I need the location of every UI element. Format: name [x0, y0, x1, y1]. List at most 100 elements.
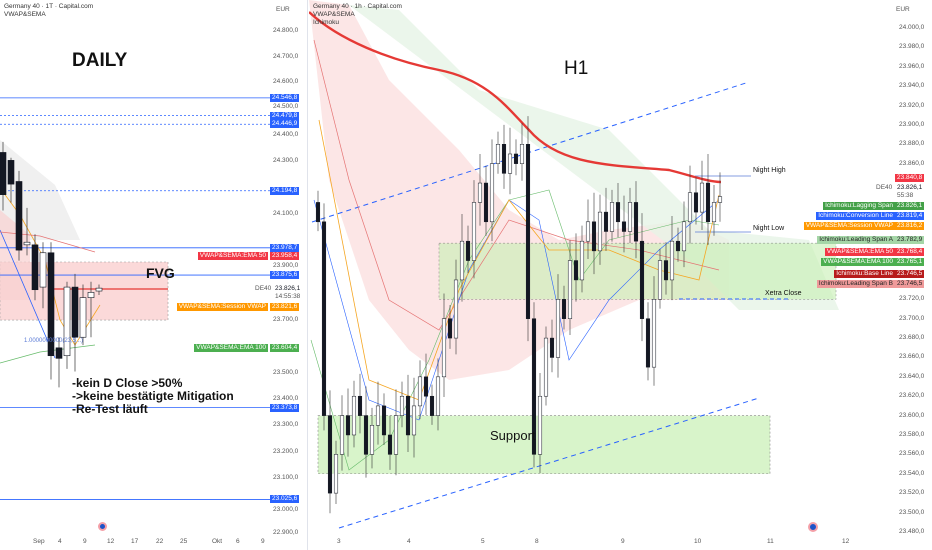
price-level-label[interactable]: 24.194,8 — [270, 186, 300, 195]
y-tick-label: 24.300,0 — [273, 157, 299, 164]
price-level-label[interactable]: 24.446,9 — [270, 120, 300, 129]
indicator-value: 23.821,6 — [270, 303, 300, 311]
x-tick-label: 10 — [694, 538, 702, 545]
candle-body — [0, 152, 7, 195]
ema50-line — [0, 231, 96, 253]
indicator-value: 23.765,1 — [895, 258, 925, 266]
y-tick-label: 23.900,0 — [273, 262, 299, 269]
indicator-label: Ichimoku:Conversion Line — [816, 212, 895, 220]
y-tick-label: 23.500,0 — [899, 508, 925, 516]
y-tick-label: 23.620,0 — [899, 392, 925, 400]
price-level-label[interactable]: 23.025,6 — [270, 495, 300, 504]
candle-body — [423, 376, 429, 397]
candle-body — [399, 395, 405, 416]
price-level-label[interactable]: 23.875,6 — [270, 271, 300, 280]
notes: -kein D Close >50% ->keine bestätigte Mi… — [72, 377, 234, 416]
h1-chart-canvas[interactable] — [309, 0, 932, 550]
candle-body — [369, 425, 375, 455]
candle-body — [567, 260, 573, 319]
candle-body — [345, 415, 351, 436]
daily-label: DAILY — [72, 50, 128, 71]
channel-lower-line — [338, 397, 760, 529]
note-line: -kein D Close >50% — [72, 376, 183, 390]
candle-body — [333, 454, 339, 494]
indicator-label: Ichimoku:Leading Span A — [817, 236, 895, 244]
x-tick-label: 17 — [131, 538, 139, 545]
candle-body — [651, 299, 657, 368]
currency-label: EUR — [276, 6, 290, 13]
y-tick-label: 23.500,0 — [273, 369, 299, 376]
y-tick-label: 23.920,0 — [899, 101, 925, 109]
price-level-label[interactable]: 24.546,8 — [270, 93, 300, 102]
indicator-label: VWAP&SEMA:EMA 50 — [824, 248, 895, 256]
candle-body — [531, 318, 537, 455]
y-tick-label: 23.680,0 — [899, 334, 925, 342]
y-tick-label: 23.980,0 — [899, 43, 925, 51]
y-tick-label: 23.000,0 — [273, 506, 299, 513]
daily-chart-canvas[interactable] — [0, 0, 308, 550]
y-tick-label: 23.900,0 — [899, 120, 925, 128]
y-tick-label: 23.520,0 — [899, 489, 925, 497]
candle-body — [597, 211, 603, 252]
indicator-label: Ichimoku:Leading Span B — [816, 280, 895, 288]
candle-body — [381, 405, 387, 436]
candle-body — [669, 240, 675, 281]
note-line: -Re-Test läuft — [72, 402, 148, 416]
price-level-label[interactable]: 24.479,8 — [270, 111, 300, 120]
candle-body — [657, 260, 663, 300]
note-line: ->keine bestätigte Mitigation — [72, 389, 234, 403]
candle-body — [39, 252, 47, 288]
candle-body — [375, 405, 381, 426]
candle-body — [543, 337, 549, 397]
y-tick-label: 24.700,0 — [273, 53, 299, 60]
xetra-close-label: Xetra Close — [765, 290, 802, 297]
candle-body — [591, 221, 597, 252]
y-tick-label: 23.200,0 — [273, 448, 299, 455]
candle-body — [501, 144, 507, 174]
price-level-label[interactable]: 23.373,8 — [270, 403, 300, 412]
candle-body — [315, 202, 321, 223]
candle-body — [55, 347, 63, 359]
event-icon[interactable] — [808, 522, 818, 532]
night-high-label: Night High — [753, 167, 786, 174]
conversion-line — [313, 199, 720, 421]
candle-body — [7, 160, 15, 185]
y-tick-label: 23.480,0 — [899, 527, 925, 535]
y-tick-label: 23.560,0 — [899, 450, 925, 458]
candle-body — [405, 395, 411, 436]
candle-body — [327, 415, 333, 494]
candle-body — [687, 192, 693, 223]
candle-body — [555, 299, 561, 358]
y-tick-label: 23.700,0 — [273, 316, 299, 323]
y-tick-label: 22.900,0 — [273, 529, 299, 536]
y-tick-label: 24.500,0 — [273, 103, 299, 110]
x-tick-label: 9 — [261, 538, 265, 545]
candle-body — [615, 202, 621, 223]
candle-body — [633, 202, 639, 242]
indicator-value: 23.958,4 — [270, 252, 300, 260]
daily-chart-panel[interactable]: Germany 40 · 1T · Capital.com VWAP&SEMA … — [0, 0, 308, 550]
candle-body — [711, 202, 717, 223]
event-icon[interactable] — [98, 522, 107, 531]
last-price: 23.826,1 — [275, 285, 301, 292]
candle-body — [663, 260, 669, 281]
candle-body — [15, 181, 23, 251]
y-tick-label: 23.720,0 — [899, 295, 925, 303]
y-tick-label: 24.400,0 — [273, 131, 299, 138]
y-tick-label: 23.700,0 — [899, 314, 925, 322]
indicator-value: 23.782,9 — [895, 236, 925, 244]
candle-body — [357, 395, 363, 416]
price-level-label[interactable]: 23.978,7 — [270, 243, 300, 252]
fib-label: 1.0000000000(23,5...) — [24, 338, 84, 344]
h1-chart-panel[interactable]: Germany 40 · 1h · Capital.com VWAP&SEMA … — [309, 0, 932, 550]
candle-body — [627, 202, 633, 232]
indicator-label: Ichimoku:Base Line — [834, 270, 895, 278]
x-tick-label: 9 — [83, 538, 87, 545]
indicator-name: VWAP&SEMA — [4, 11, 46, 18]
candle-body — [351, 395, 357, 436]
y-tick-label: 23.660,0 — [899, 353, 925, 361]
symbol-title: Germany 40 · 1T · Capital.com — [4, 3, 94, 10]
y-tick-label: 24.800,0 — [273, 27, 299, 34]
indicator-value: 23.746,5 — [895, 270, 925, 278]
candle-body — [513, 153, 519, 164]
